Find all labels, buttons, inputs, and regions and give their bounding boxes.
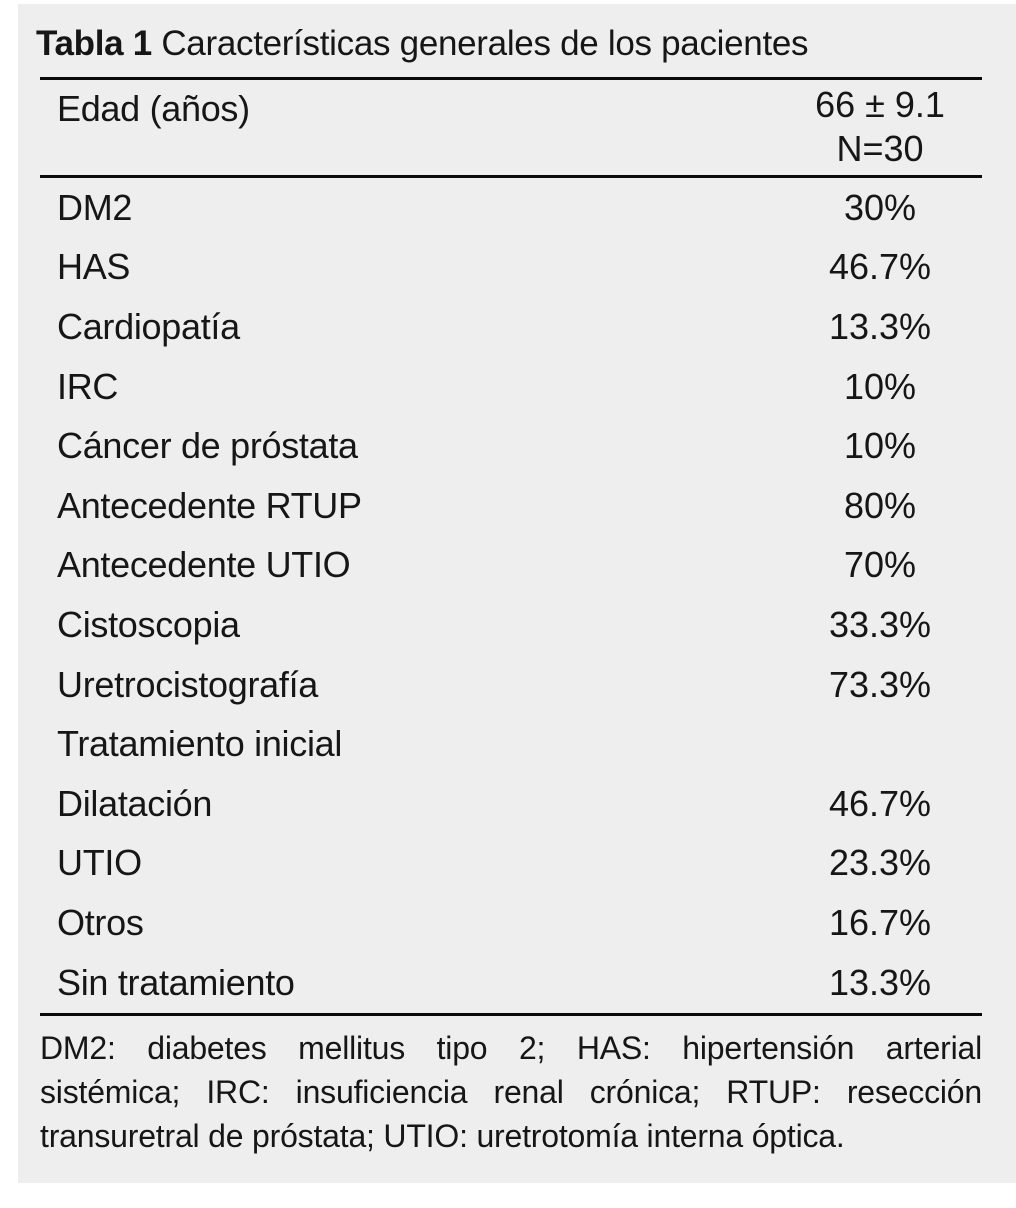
row-label: Uretrocistografía (57, 663, 318, 705)
table-number: Tabla 1 (36, 24, 152, 63)
table-row: Dilatación 46.7% (18, 774, 1016, 834)
table-footnote: DM2: diabetes mellitus tipo 2; HAS: hipe… (40, 1026, 982, 1158)
divider-header (40, 175, 982, 178)
table-panel: Tabla 1 Características generales de los… (18, 4, 1016, 1183)
row-label: Otros (57, 901, 144, 943)
table-row: Cardiopatía 13.3% (18, 297, 1016, 357)
divider-top (40, 77, 982, 80)
row-value: 70% (843, 544, 917, 586)
table-row: UTIO 23.3% (18, 834, 1016, 894)
table-row: DM2 30% (18, 178, 1016, 238)
row-label: DM2 (57, 186, 133, 228)
row-value: 46.7% (828, 246, 932, 288)
row-value: 13.3% (828, 961, 932, 1003)
row-value: 10% (843, 365, 917, 407)
row-value: 23.3% (828, 842, 932, 884)
row-label: Sin tratamiento (57, 961, 295, 1003)
table-row: IRC 10% (18, 357, 1016, 417)
row-label: Cistoscopia (57, 603, 240, 645)
row-value: 13.3% (828, 305, 932, 347)
header-values: 66 ± 9.1 N=30 (760, 83, 1000, 171)
row-label: Antecedente UTIO (57, 544, 351, 586)
row-label: Dilatación (57, 782, 213, 824)
footnote-line: DM2: diabetes mellitus tipo 2; HAS: hipe… (40, 1030, 982, 1066)
row-value: 33.3% (828, 603, 932, 645)
row-value: 30% (843, 186, 917, 228)
table-row: Sin tratamiento 13.3% (18, 953, 1016, 1013)
table-row: Uretrocistografía 73.3% (18, 655, 1016, 715)
row-value: 73.3% (828, 663, 932, 705)
divider-bottom (40, 1013, 982, 1016)
table-body: DM2 30% HAS 46.7% Cardiopatía 13.3% IRC … (18, 178, 1016, 1012)
table-title: Tabla 1 Características generales de los… (36, 24, 809, 64)
row-value: 80% (843, 484, 917, 526)
table-row: HAS 46.7% (18, 238, 1016, 298)
row-label: UTIO (57, 842, 142, 884)
header-value-mean: 66 ± 9.1 (815, 84, 945, 125)
footnote-line: sistémica; IRC: insuficiencia renal crón… (40, 1074, 982, 1110)
row-value: 10% (843, 425, 917, 467)
row-value: 46.7% (828, 782, 932, 824)
row-value: 16.7% (828, 901, 932, 943)
table-caption: Características generales de los pacient… (151, 24, 809, 63)
footnote-line: transuretral de próstata; UTIO: uretroto… (40, 1118, 845, 1154)
header-value-n: N=30 (836, 128, 924, 169)
header-label: Edad (años) (57, 88, 250, 129)
table-row: Tratamiento inicial (18, 714, 1016, 774)
table-row: Cistoscopia 33.3% (18, 595, 1016, 655)
row-label: Cardiopatía (57, 305, 240, 347)
row-label: IRC (57, 365, 119, 407)
row-label: HAS (57, 246, 131, 288)
row-label: Antecedente RTUP (57, 484, 362, 526)
table-row: Cáncer de próstata 10% (18, 416, 1016, 476)
row-label: Cáncer de próstata (57, 425, 358, 467)
table-row: Antecedente UTIO 70% (18, 536, 1016, 596)
table-row: Otros 16.7% (18, 893, 1016, 953)
row-label: Tratamiento inicial (57, 723, 343, 765)
table-row: Antecedente RTUP 80% (18, 476, 1016, 536)
